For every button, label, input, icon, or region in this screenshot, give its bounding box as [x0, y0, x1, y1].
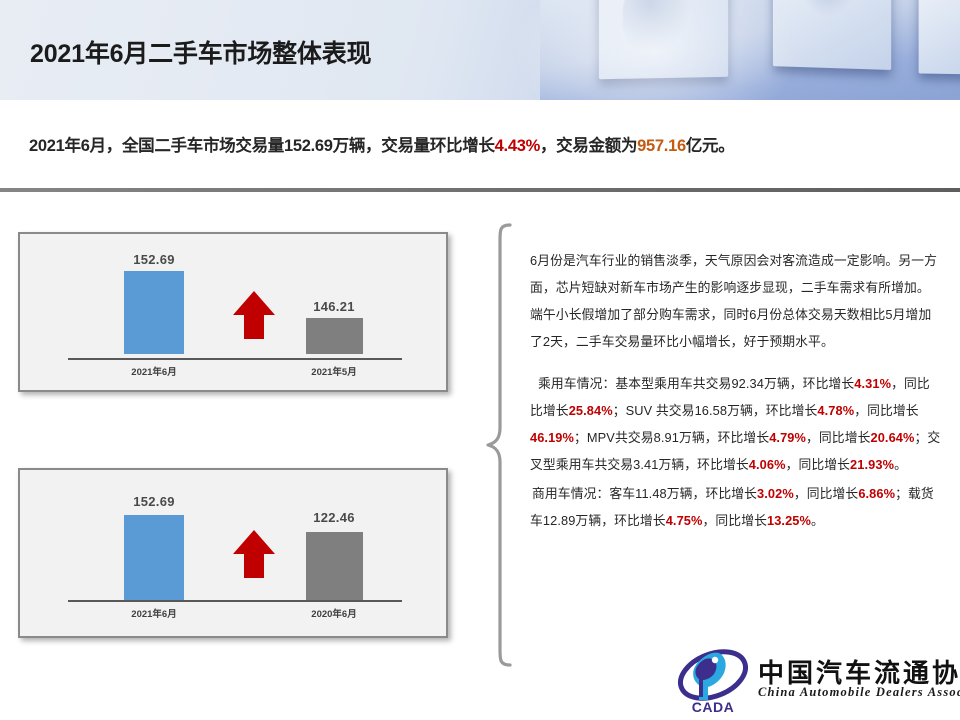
commercial-text-1: 商用车情况：客车11.48万辆，环比增长	[532, 486, 758, 501]
banner-cube-icon	[772, 0, 892, 70]
chart-card-year-over-year: 152.69 2021年6月 122.46 2020年6月	[18, 468, 448, 638]
header-banner	[0, 0, 960, 100]
analysis-paragraph-overview: 6月份是汽车行业的销售淡季，天气原因会对客流造成一定影响。另一方面，芯片短缺对新…	[530, 253, 938, 350]
passenger-text-2: ，同比比增长	[530, 375, 930, 418]
summary-mom-growth: 4.43%	[494, 137, 541, 155]
summary-segment-2: ，交易金额为	[539, 137, 638, 155]
truck-mom: 4.75%	[665, 513, 703, 529]
chart-plot-area: 152.69 2021年6月 146.21 2021年5月	[20, 234, 446, 390]
bar-category-label: 2021年5月	[311, 367, 357, 378]
cada-acronym: CADA	[692, 699, 734, 715]
passenger-text-6: ，同比增长	[806, 429, 871, 445]
logo-name-en: China Automobile Dealers Association	[758, 685, 960, 699]
red-up-arrow-icon	[233, 291, 275, 339]
summary-segment-3: 亿元。	[685, 137, 735, 155]
suv-yoy: 46.19%	[530, 429, 575, 445]
bar-value-label: 152.69	[133, 494, 175, 509]
bus-mom: 3.02%	[757, 486, 794, 501]
bar-series-current	[124, 515, 184, 600]
commercial-text-4: ，同比增长	[702, 513, 767, 529]
passenger-text-1: 乘用车情况：基本型乘用车共交易92.34万辆，环比增长	[538, 375, 855, 391]
header-divider	[0, 188, 960, 192]
mpv-yoy: 20.64%	[870, 429, 915, 445]
passenger-basic-yoy: 25.84%	[568, 402, 613, 418]
chart-axis-line	[68, 358, 402, 360]
commercial-text-5: 。	[811, 513, 824, 529]
page-title: 2021年6月二手车市场整体表现	[30, 40, 372, 68]
commercial-text-3: ；载货车12.89万辆，环比增长	[530, 486, 934, 529]
bar-series-current	[124, 271, 184, 354]
analysis-paragraph-passenger: 乘用车情况：基本型乘用车共交易92.34万辆，环比增长4.31%，同比比增长25…	[530, 370, 942, 479]
mpv-mom: 4.79%	[769, 429, 807, 445]
chart-axis-line	[68, 600, 402, 602]
logo-name-cn: 中国汽车流通协会	[758, 658, 960, 688]
bar-category-label: 2020年6月	[311, 609, 357, 620]
red-up-arrow-icon	[233, 530, 275, 578]
bar-series-compare	[306, 532, 363, 600]
analysis-text-block: 6月份是汽车行业的销售淡季，天气原因会对客流造成一定影响。另一方面，芯片短缺对新…	[530, 247, 942, 534]
curly-brace-icon	[486, 223, 512, 667]
passenger-text-7: ；交叉型乘用车共交易3.41万辆，环比增长	[530, 429, 941, 472]
truck-yoy: 13.25%	[766, 513, 811, 529]
bus-yoy: 6.86%	[858, 486, 896, 501]
bar-category-label: 2021年6月	[131, 367, 177, 378]
summary-segment-1: 2021年6月，全国二手车市场交易量152.69万辆，交易量环比增长	[29, 137, 495, 155]
summary-headline: 2021年6月，全国二手车市场交易量152.69万辆，交易量环比增长4.43%，…	[29, 132, 735, 156]
cada-logo: CADA 中国汽车流通协会 China Automobile Dealers A…	[672, 645, 960, 717]
bar-category-label: 2021年6月	[131, 609, 177, 620]
passenger-text-8: ，同比增长	[785, 456, 851, 472]
passenger-text-4: ，同比增长	[854, 402, 919, 418]
passenger-text-9: 。	[894, 456, 907, 472]
bar-series-compare	[306, 318, 363, 354]
bar-value-label: 146.21	[313, 299, 355, 314]
passenger-text-5: ；MPV共交易8.91万辆，环比增长	[574, 429, 770, 445]
passenger-text-3: ；SUV 共交易16.58万辆，环比增长	[612, 402, 818, 418]
banner-cube-icon	[598, 0, 729, 80]
crossover-yoy: 21.93%	[850, 456, 895, 472]
chart-plot-area: 152.69 2021年6月 122.46 2020年6月	[20, 470, 446, 636]
suv-mom: 4.78%	[817, 402, 855, 418]
cada-emblem-icon: CADA	[678, 649, 748, 715]
chart-card-month-over-month: 152.69 2021年6月 146.21 2021年5月	[18, 232, 448, 392]
summary-amount: 957.16	[637, 137, 686, 155]
bar-value-label: 122.46	[313, 510, 355, 525]
bar-value-label: 152.69	[133, 252, 175, 267]
commercial-text-2: ，同比增长	[793, 486, 859, 501]
banner-cube-icon	[918, 0, 960, 75]
crossover-mom: 4.06%	[748, 456, 786, 472]
passenger-basic-mom: 4.31%	[854, 375, 892, 391]
analysis-paragraph-commercial: 商用车情况：客车11.48万辆，环比增长3.02%，同比增长6.86%；载货车1…	[530, 480, 942, 534]
